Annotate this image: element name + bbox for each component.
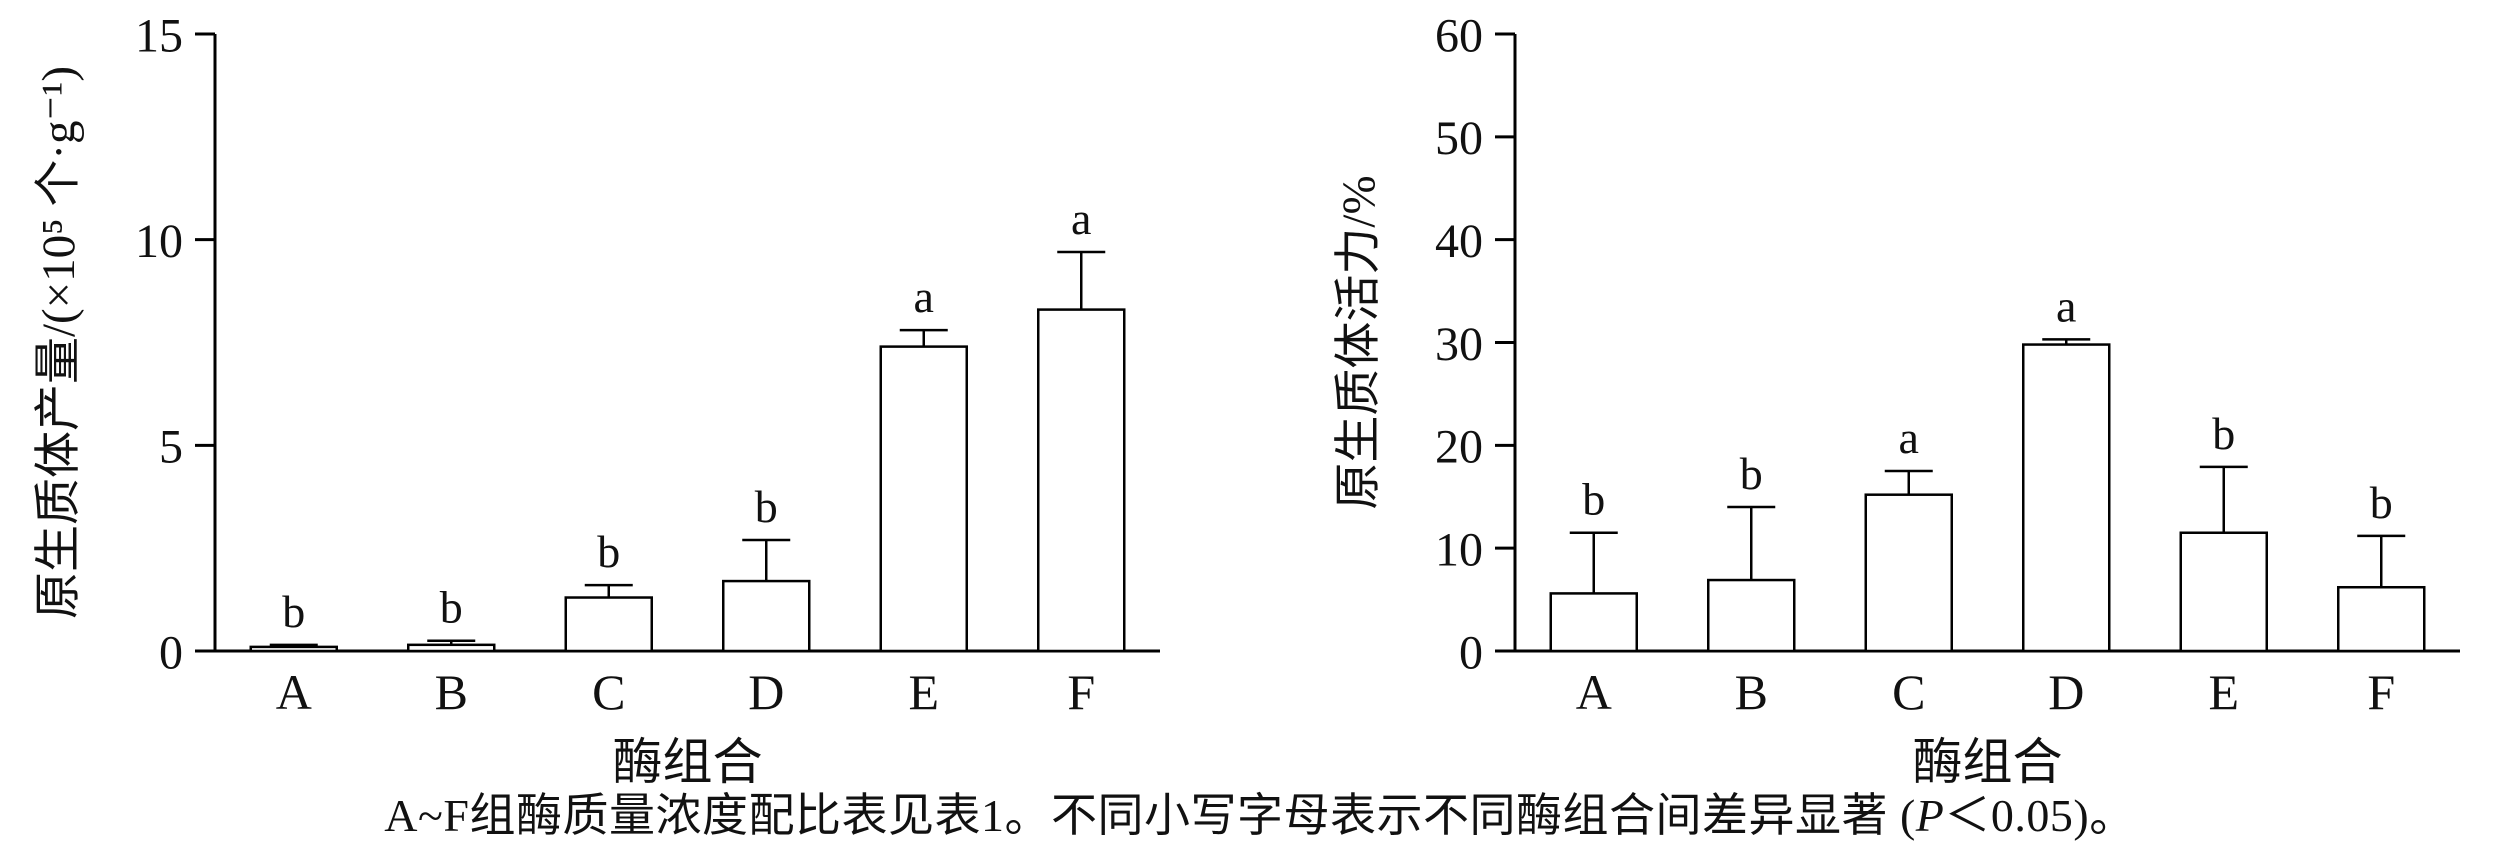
x-category-label: F [2367, 664, 2395, 720]
x-category-label: C [592, 664, 625, 720]
sig-letter: b [755, 481, 778, 532]
bar [2337, 585, 2426, 653]
x-category-label: D [748, 664, 784, 720]
x-category-label: B [435, 664, 468, 720]
y-tick-label: 5 [159, 421, 183, 474]
y-tick-label: 20 [1435, 421, 1483, 474]
bar [722, 579, 811, 653]
y-axis-label: 原生质体产量/(×10⁵ 个·g⁻¹) [33, 66, 85, 619]
sig-letter: b [1740, 448, 1763, 499]
x-axis-label: 酶组合 [613, 734, 763, 786]
y-tick-label: 0 [159, 626, 183, 679]
sig-letter: a [2056, 280, 2076, 331]
y-axis-label: 原生质体活力/% [1333, 175, 1385, 509]
sig-letter: a [914, 271, 934, 322]
bar [879, 345, 968, 653]
y-tick-label: 50 [1435, 112, 1483, 165]
y-tick-label: 30 [1435, 318, 1483, 371]
x-category-label: B [1735, 664, 1768, 720]
y-tick-label: 60 [1435, 9, 1483, 62]
y-tick-label: 15 [135, 9, 183, 62]
bar [407, 643, 496, 653]
x-category-label: F [1067, 664, 1095, 720]
bar [249, 645, 338, 653]
y-tick-label: 0 [1459, 626, 1483, 679]
x-category-label: E [2208, 664, 2239, 720]
sig-letter: a [1899, 412, 1919, 463]
sig-letter: b [2212, 408, 2235, 459]
caption-text-tail: ＜0.05)。 [1944, 790, 2136, 841]
bar [1864, 493, 1953, 653]
x-category-label: E [908, 664, 939, 720]
caption-text: A~F组酶质量浓度配比表见表1。不同小写字母表示不同酶组合间差异显著 ( [384, 790, 1916, 841]
bar [2022, 343, 2111, 653]
x-category-label: D [2048, 664, 2084, 720]
y-tick-label: 40 [1435, 215, 1483, 268]
bar [1707, 578, 1796, 653]
x-axis-label: 酶组合 [1913, 734, 2063, 786]
bar [2179, 531, 2268, 653]
sig-letter: b [440, 582, 463, 633]
bar [564, 596, 653, 653]
y-tick-label: 10 [135, 215, 183, 268]
x-category-label: A [1576, 664, 1612, 720]
sig-letter: b [2370, 477, 2393, 528]
sig-letter: b [597, 526, 620, 577]
bar [1037, 308, 1126, 653]
caption-p-symbol: P [1915, 790, 1945, 841]
sig-letter: a [1071, 193, 1091, 244]
sig-letter: b [1582, 474, 1605, 525]
x-category-label: A [276, 664, 312, 720]
bar [1549, 592, 1638, 653]
x-category-label: C [1892, 664, 1925, 720]
sig-letter: b [282, 586, 305, 637]
figure-caption: A~F组酶质量浓度配比表见表1。不同小写字母表示不同酶组合间差异显著 (P＜0.… [0, 790, 2520, 842]
y-tick-label: 10 [1435, 523, 1483, 576]
bar-chart-protoplast-viability: 0 10 20 30 40 50 60 b Ab Ba Ca Db Eb F 原生质体活力/% 酶组合 [1333, 9, 2460, 790]
